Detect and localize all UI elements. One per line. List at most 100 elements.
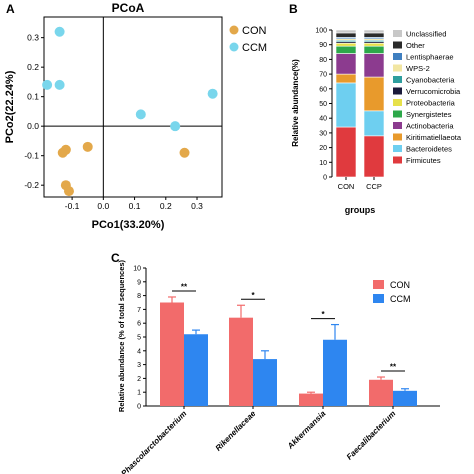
legend-swatch — [393, 64, 402, 72]
y-tick-label: 5 — [137, 335, 141, 342]
x-tick-label: 0.0 — [97, 201, 109, 211]
y-tick-label: 40 — [319, 116, 327, 123]
segment-kiritimatiellaeota — [335, 73, 357, 84]
legend-swatch — [393, 122, 402, 129]
y-tick-label: 1 — [137, 390, 141, 397]
point-ccm — [207, 88, 218, 99]
segment-firmicutes — [363, 135, 385, 178]
y-tick-label: -0.2 — [24, 180, 39, 190]
y-tick-label: 9 — [137, 279, 141, 286]
point-ccm — [42, 79, 53, 90]
y-tick-label: 7 — [137, 307, 141, 314]
x-tick-label: Akkermansia — [285, 409, 328, 452]
legend-ccm-marker — [229, 42, 239, 52]
y-tick-label: 70 — [319, 72, 327, 79]
legend-swatch — [393, 110, 402, 118]
y-tick-label: 3 — [137, 362, 141, 369]
x-tick-label: 0.3 — [191, 201, 203, 211]
panel-c-legend: CON CCM — [373, 280, 411, 304]
legend-swatch — [393, 145, 402, 152]
significance-label: * — [251, 291, 255, 300]
point-con — [60, 144, 71, 155]
legend-con-label: CON — [390, 280, 410, 290]
y-tick-label: 50 — [319, 101, 327, 108]
bar-con — [299, 393, 323, 406]
point-ccm — [135, 109, 146, 120]
panel-b-x-axis-label: groups — [345, 205, 376, 215]
segment-unclassified — [363, 29, 385, 34]
panel-b-y-axis-label: Relative abundance(%) — [291, 59, 300, 147]
panel-a-x-axis-label: PCo1(33.20%) — [92, 219, 165, 231]
segment-other — [335, 32, 357, 38]
y-tick-label: 0.0 — [27, 121, 39, 131]
bar-ccm — [184, 334, 208, 406]
significance-label: ** — [181, 282, 188, 291]
y-tick-label: 100 — [315, 28, 327, 35]
point-ccm — [54, 26, 65, 37]
y-tick-label: 0 — [137, 404, 141, 411]
significance-label: ** — [390, 363, 397, 372]
legend-label: WPS-2 — [406, 64, 430, 73]
segment-actinobacteria — [363, 53, 385, 78]
bar-con — [229, 317, 253, 406]
segment-firmicutes — [335, 126, 357, 178]
legend-label: Verrucomicrobia — [406, 87, 461, 96]
y-tick-label: 10 — [319, 160, 327, 167]
legend-swatch — [393, 99, 402, 106]
y-tick-label: 8 — [137, 293, 141, 300]
panel-a-letter: A — [6, 2, 15, 16]
segment-synergistetes — [363, 45, 385, 54]
legend-swatch — [393, 41, 402, 49]
legend-label: Bacteroidetes — [406, 145, 452, 154]
legend-con-swatch — [373, 280, 384, 289]
legend-swatch — [393, 133, 402, 141]
bar-ccm — [323, 339, 347, 406]
legend-label: Lentisphaerae — [406, 53, 454, 62]
y-tick-label: 30 — [319, 130, 327, 137]
y-tick-label: 10 — [133, 266, 141, 273]
x-tick-label: 0.2 — [160, 201, 172, 211]
point-con — [63, 186, 74, 197]
legend-label: Actinobacteria — [406, 122, 454, 131]
panel-a-title: PCoA — [112, 1, 145, 15]
panel-c-y-axis-label: Relative abundance (% of total sequences… — [117, 259, 126, 412]
legend-ccm-label: CCM — [242, 42, 267, 54]
y-tick-label: 6 — [137, 321, 141, 328]
y-tick-label: 20 — [319, 145, 327, 152]
point-con — [82, 141, 93, 152]
legend-swatch — [393, 76, 402, 83]
y-tick-label: 2 — [137, 376, 141, 383]
y-tick-label: 60 — [319, 86, 327, 93]
legend-con-marker — [229, 25, 239, 35]
point-ccm — [170, 121, 181, 132]
legend-ccm-label: CCM — [390, 294, 411, 304]
legend-label: Other — [406, 41, 425, 50]
legend-label: Unclassified — [406, 30, 446, 39]
legend-swatch — [393, 87, 402, 95]
significance-label: * — [321, 310, 325, 319]
segment-kiritimatiellaeota — [363, 76, 385, 112]
bar-ccm — [253, 359, 277, 406]
segment-proteobacteria — [363, 42, 385, 47]
panel-b-legend: Unclassified Other Lentisphaerae WPS-2 Cyano… — [393, 30, 462, 165]
legend-label: Firmicutes — [406, 156, 441, 165]
x-tick-label: CCP — [366, 182, 382, 191]
segment-other — [363, 32, 385, 38]
bar-ccm — [393, 390, 417, 406]
y-tick-label: 0 — [323, 175, 327, 182]
legend-swatch — [393, 30, 402, 37]
legend-con-label: CON — [242, 25, 267, 37]
legend-label: Cyanobacteria — [406, 76, 455, 85]
y-tick-label: 0.1 — [27, 92, 39, 102]
y-tick-label: -0.1 — [24, 151, 39, 161]
x-tick-label: Faecalibacterium — [345, 409, 398, 462]
y-tick-label: 0.2 — [27, 62, 39, 72]
panel-b-letter: B — [289, 2, 298, 16]
bar-con — [369, 379, 393, 406]
legend-swatch — [393, 53, 402, 60]
y-tick-label: 90 — [319, 42, 327, 49]
segment-unclassified — [335, 29, 357, 34]
panel-a-plot-frame — [43, 16, 223, 198]
